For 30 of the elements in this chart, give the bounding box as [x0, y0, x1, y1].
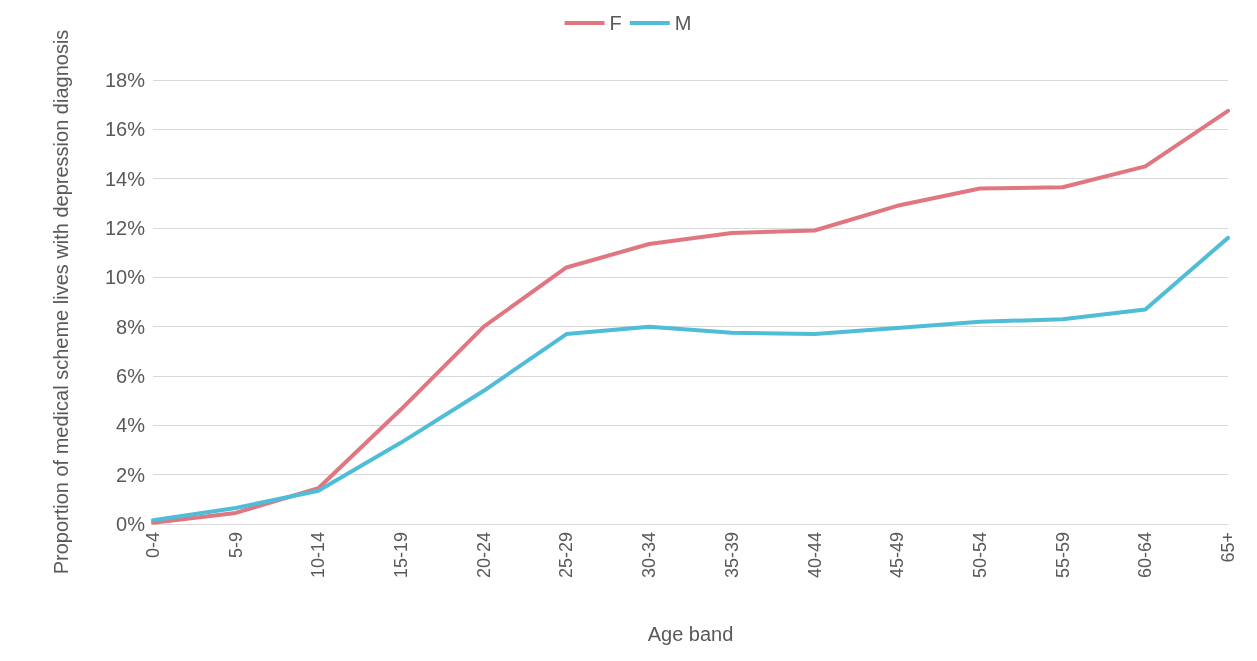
x-tick-label: 15-19 [391, 532, 412, 579]
y-tick-label: 16% [104, 118, 146, 141]
x-tick-label: 30-34 [639, 532, 660, 579]
x-tick-label: 25-29 [556, 532, 577, 579]
y-tick-label: 4% [116, 414, 146, 437]
y-tick-label: 2% [116, 463, 146, 486]
y-axis-title: Proportion of medical scheme lives with depression diagnosis [50, 29, 72, 575]
line-series [151, 235, 1230, 523]
x-axis-title: Age band [647, 623, 734, 645]
x-tick-label: 5-9 [225, 532, 246, 559]
y-tick-label: 12% [104, 217, 146, 239]
y-tick-label: 14% [104, 167, 146, 190]
legend-label: M [674, 12, 692, 34]
x-tick-label: 40-44 [804, 532, 825, 579]
y-tick-label: 18% [104, 69, 146, 91]
y-tick-label: 8% [116, 315, 146, 338]
y-tick-label: 0% [116, 513, 146, 535]
line-series [151, 108, 1230, 525]
y-tick-label: 6% [116, 365, 146, 387]
x-tick-label: 65+ [1218, 532, 1238, 563]
x-tick-label: 55-59 [1052, 532, 1073, 579]
x-tick-label: 50-54 [969, 532, 990, 579]
x-tick-label: 45-49 [887, 532, 908, 579]
legend-label: F [609, 12, 622, 34]
y-tick-label: 10% [104, 266, 146, 289]
x-tick-label: 0-4 [143, 532, 163, 559]
x-tick-label: 60-64 [1135, 532, 1156, 579]
x-tick-label: 35-39 [721, 532, 742, 579]
x-tick-label: 10-14 [308, 532, 329, 579]
x-tick-label: 20-24 [473, 532, 494, 579]
